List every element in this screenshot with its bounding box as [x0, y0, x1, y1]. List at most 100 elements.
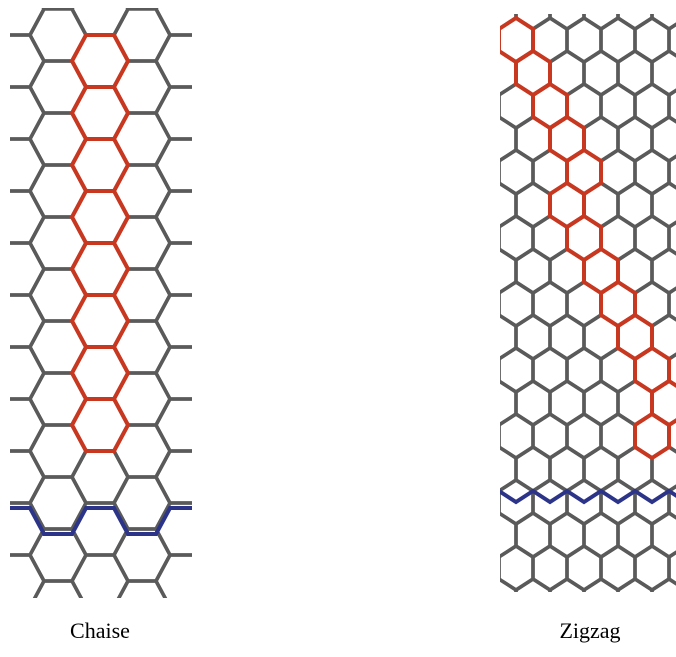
- hexagon: [0, 217, 2, 269]
- hexagon: [10, 345, 46, 401]
- hexagon: [10, 189, 46, 245]
- hexagon: [154, 345, 192, 401]
- hexagon: [10, 137, 46, 193]
- hexagon: [616, 14, 654, 32]
- hexagon-highlight: [69, 397, 131, 453]
- hexagon: [667, 220, 676, 256]
- hexagon: [0, 61, 2, 113]
- hexagon: [198, 269, 254, 321]
- hexagon: [0, 269, 2, 321]
- hexagon-highlight: [69, 137, 131, 193]
- hexagon: [635, 612, 669, 656]
- hexagon: [667, 286, 676, 322]
- hexagon: [500, 225, 501, 251]
- hexagon: [500, 423, 501, 449]
- hexagon: [500, 14, 518, 31]
- hexagon: [198, 61, 254, 113]
- hexagon-highlight: [69, 241, 131, 297]
- hexagon: [198, 373, 254, 425]
- hexagon: [10, 241, 46, 297]
- hexagon: [198, 529, 254, 581]
- hexagon: [0, 529, 2, 581]
- hexagon: [70, 8, 130, 37]
- hexagon: [154, 293, 192, 349]
- hexagon-highlight: [69, 189, 131, 245]
- hexagon: [548, 14, 586, 32]
- hexagon: [0, 581, 2, 633]
- hexagon-highlight: [69, 33, 131, 89]
- hexagon: [198, 113, 254, 165]
- hexagon: [154, 85, 192, 141]
- hexagon: [667, 88, 676, 124]
- hexagon: [0, 425, 2, 477]
- hexagon: [465, 612, 499, 656]
- hexagon: [10, 553, 46, 598]
- armchair-line: [10, 506, 192, 536]
- hexagon: [0, 9, 2, 61]
- hexagon: [667, 22, 676, 58]
- armchair-tube: [0, 8, 254, 657]
- hexagon: [154, 501, 192, 557]
- hexagon: [154, 449, 192, 505]
- hexagon: [10, 397, 46, 453]
- hexagon: [10, 85, 46, 141]
- zigzag-tube: [465, 14, 676, 656]
- hexagon: [499, 612, 533, 656]
- hexagon: [198, 217, 254, 269]
- hexagon: [500, 27, 501, 53]
- hexagon-highlight: [69, 293, 131, 349]
- hexagon: [198, 9, 254, 61]
- hexagon: [0, 633, 2, 657]
- hexagon: [156, 607, 212, 657]
- hexagon: [116, 579, 168, 598]
- hexagon: [582, 576, 620, 592]
- hexagon: [154, 397, 192, 453]
- hexagon: [198, 425, 254, 477]
- hexagon: [582, 14, 620, 32]
- hexagon: [154, 241, 192, 297]
- hexagon: [0, 607, 44, 657]
- hexagon: [10, 501, 46, 557]
- hexagon: [650, 576, 676, 592]
- hexagon: [500, 291, 501, 317]
- hexagon: [548, 576, 586, 592]
- hexagon: [500, 93, 501, 119]
- hexagon: [500, 159, 501, 185]
- hexagon: [0, 373, 2, 425]
- hexagon: [10, 293, 46, 349]
- hexagon: [0, 477, 2, 529]
- hexagon: [514, 576, 552, 592]
- hexagon: [198, 581, 254, 633]
- hexagon: [500, 357, 501, 383]
- hexagon: [500, 577, 518, 592]
- hexagon: [154, 137, 192, 193]
- hexagon: [198, 477, 254, 529]
- hexagon: [154, 33, 192, 89]
- hexagon: [154, 553, 192, 598]
- hexagon: [198, 165, 254, 217]
- hexagon-highlight: [633, 411, 671, 461]
- hexagon: [669, 612, 676, 656]
- hexagon: [10, 8, 46, 37]
- hexagon: [154, 189, 192, 245]
- hexagon: [0, 165, 2, 217]
- hexagon: [198, 321, 254, 373]
- zigzag-line: [500, 488, 676, 505]
- hexagon: [500, 489, 501, 515]
- label-zigzag: Zigzag: [559, 618, 620, 643]
- hexagon: [10, 33, 46, 89]
- hexagon: [154, 8, 192, 37]
- hexagon: [667, 550, 676, 586]
- label-chaise: Chaise: [70, 618, 130, 643]
- hexagon: [32, 579, 84, 598]
- hexagon: [500, 555, 501, 581]
- hexagon: [0, 321, 2, 373]
- hexagon: [0, 113, 2, 165]
- hexagon: [667, 154, 676, 190]
- hexagon: [514, 14, 552, 32]
- hexagon-highlight: [69, 345, 131, 401]
- hexagon: [198, 633, 254, 657]
- hexagon-highlight: [69, 85, 131, 141]
- hexagon: [616, 576, 654, 592]
